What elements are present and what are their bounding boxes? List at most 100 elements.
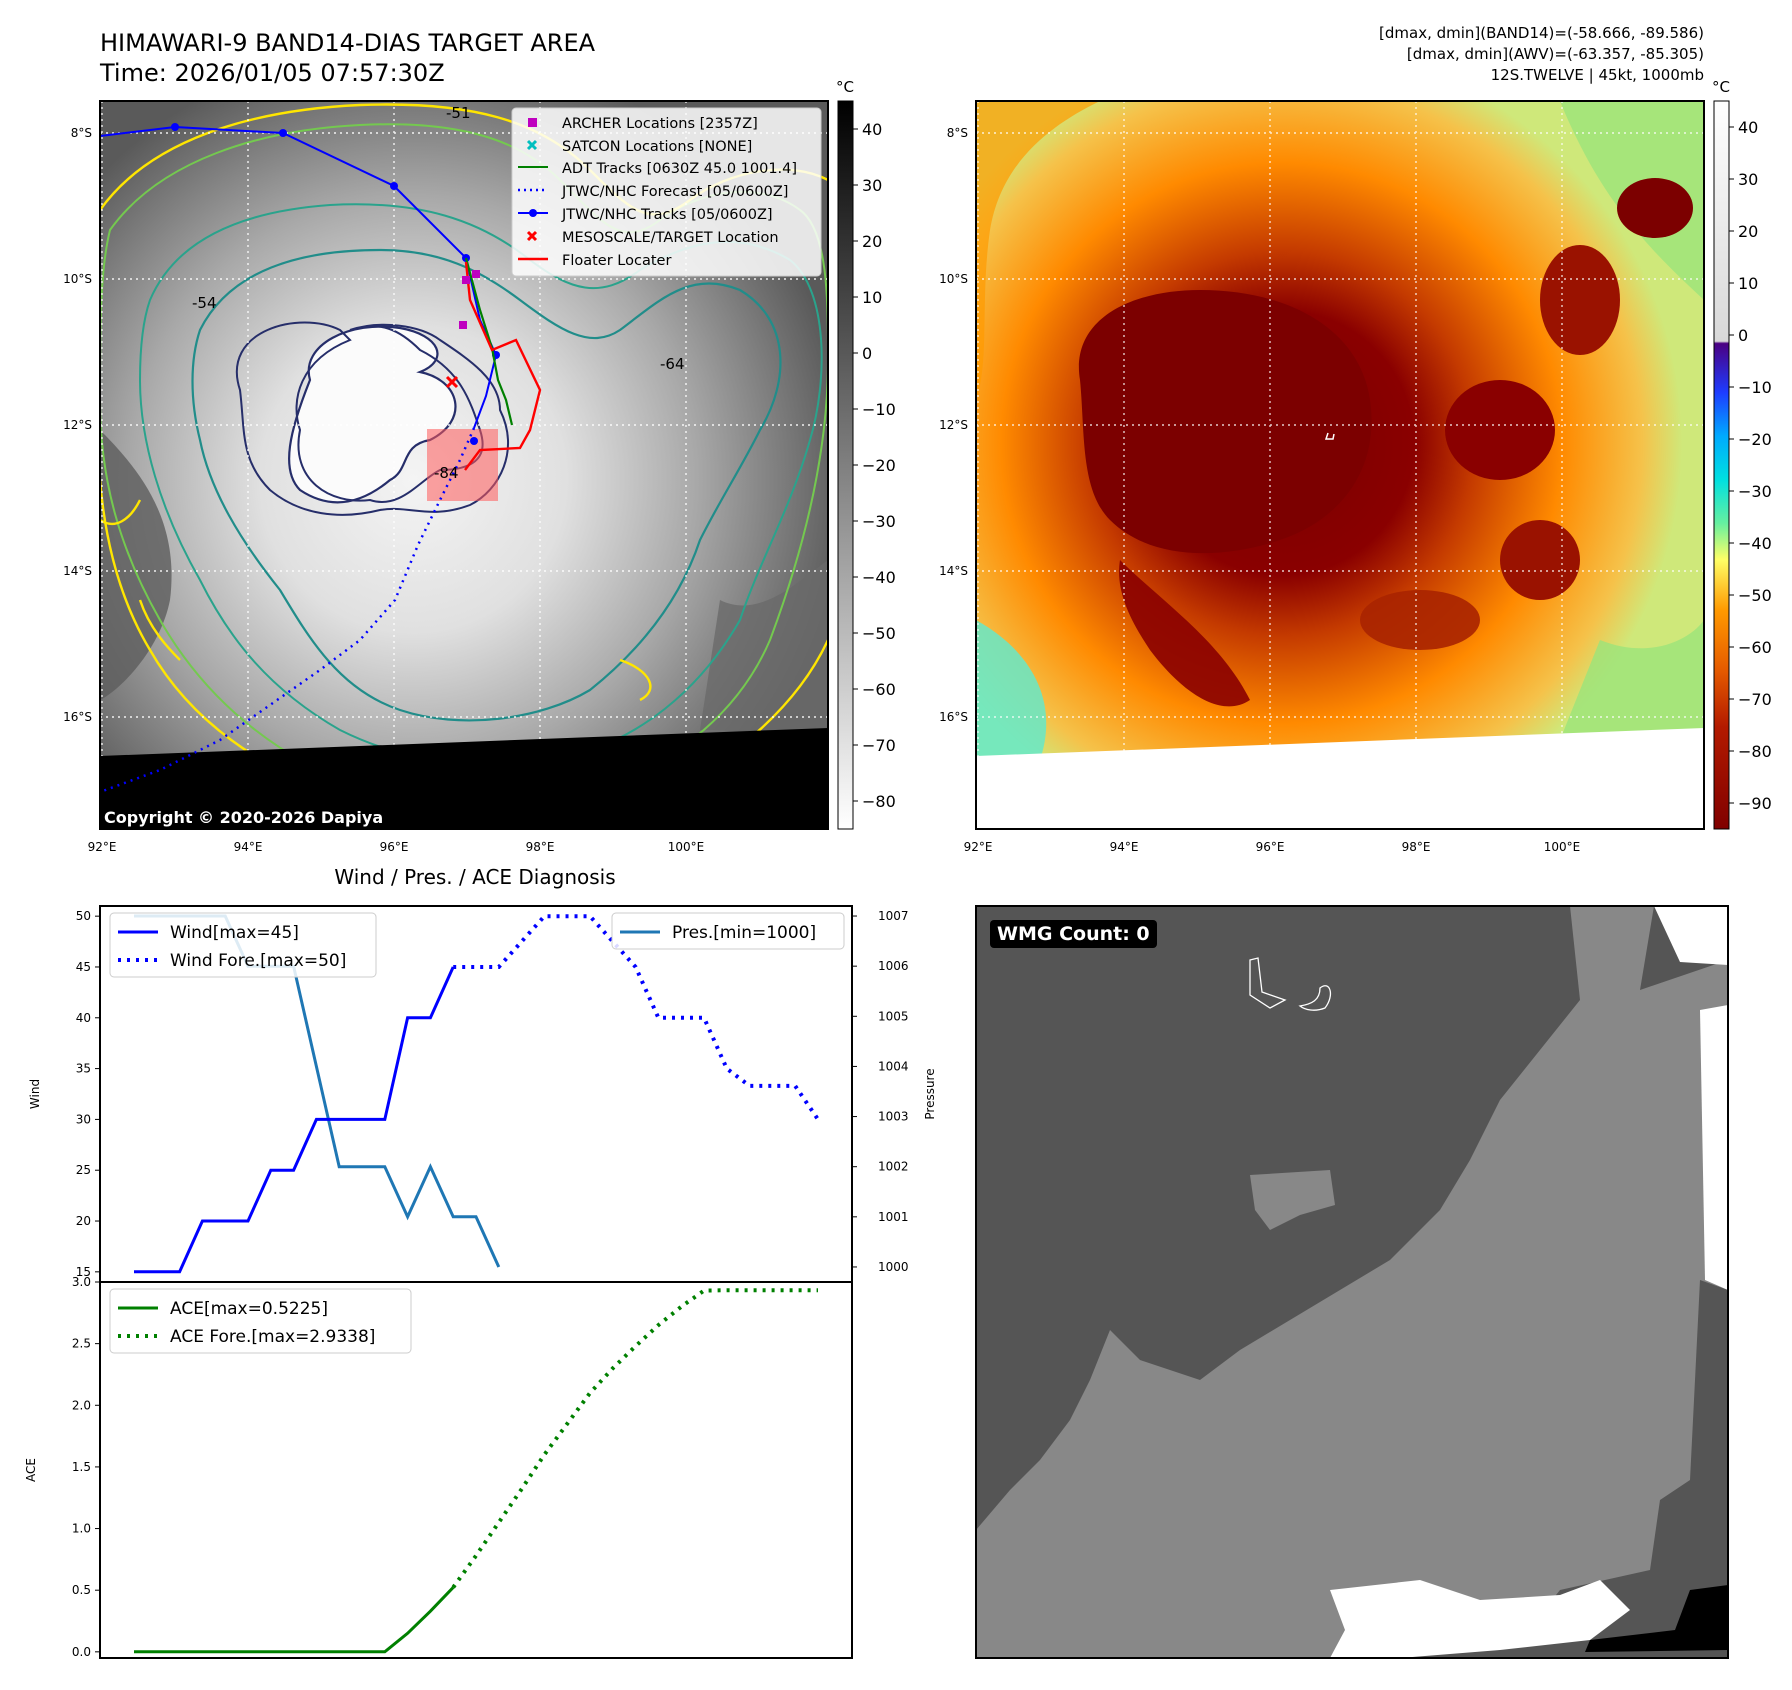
ir-map-panel: -54 -64 -84 -51 ARCHER Locations [2357Z]… [63,78,896,854]
gray-colorbar-tick-label: 10 [862,288,882,307]
gray-colorbar-tick-label: −60 [862,680,896,699]
gray-colorbar-tick-label: 30 [862,176,882,195]
wind-line [134,966,455,1274]
legend-pressure: Pres.[min=1000] [672,923,816,943]
gray-colorbar-tick-label: −50 [862,624,896,643]
pressure-y-tick-label: 1001 [878,1210,909,1224]
color-colorbar-tick-label: −10 [1738,378,1772,397]
svg-text:14°S: 14°S [939,564,968,578]
wind-legend: Wind[max=45] Wind Fore.[max=50] [109,912,377,978]
svg-text:8°S: 8°S [71,126,92,140]
no-data-region-2 [976,728,1704,829]
ace-y-tick-label: 2.5 [72,1337,91,1351]
legend-adt: ADT Tracks [0630Z 45.0 1001.4] [562,161,797,177]
color-colorbar-tick-label: 20 [1738,222,1758,241]
wind-y-tick-label: 35 [76,1062,91,1076]
convective-cell-4 [1500,520,1580,600]
map1-lat-ticks: 8°S 10°S 12°S 14°S 16°S [63,126,92,724]
wind-ylabel: Wind [28,1079,42,1109]
pressure-y-tick-label: 1006 [878,959,909,973]
legend-jtwc-tracks: JTWC/NHC Tracks [05/0600Z] [561,207,773,223]
contour-label-3: -84 [434,464,459,482]
svg-text:94°E: 94°E [234,840,263,854]
wind-y-tick-label: 20 [76,1214,91,1228]
svg-text:10°S: 10°S [63,272,92,286]
contour-label-4: -51 [446,104,471,122]
wind-y-tick-label: 40 [76,1011,91,1025]
color-colorbar-unit: °C [1712,78,1730,96]
svg-text:10°S: 10°S [939,272,968,286]
pressure-y-tick-label: 1005 [878,1009,909,1023]
wmg-cold-region [1585,1585,1728,1652]
color-colorbar-tick-label: −80 [1738,742,1772,761]
legend-ace: ACE[max=0.5225] [170,1299,328,1319]
color-colorbar-tick-label: 30 [1738,170,1758,189]
wind-y-tick-label: 30 [76,1112,91,1126]
contour-label-1: -54 [192,294,217,312]
svg-text:100°E: 100°E [668,840,705,854]
color-colorbar-tick-label: 10 [1738,274,1758,293]
gray-colorbar-tick-label: −20 [862,456,896,475]
svg-text:98°E: 98°E [526,840,555,854]
legend-wind: Wind[max=45] [170,923,299,943]
ace-legend: ACE[max=0.5225] ACE Fore.[max=2.9338] [109,1288,412,1354]
wmg-mid-region [976,906,1728,1658]
legend-ace-fore: ACE Fore.[max=2.9338] [170,1327,375,1347]
color-colorbar-tick-label: −70 [1738,690,1772,709]
main-title: HIMAWARI-9 BAND14-DIAS TARGET AREA [100,29,596,57]
svg-text:8°S: 8°S [947,126,968,140]
contour-label-2: -64 [660,355,685,373]
pressure-y-tick-label: 1002 [878,1160,909,1174]
map2-lon-ticks: 92°E 94°E 96°E 98°E 100°E [964,840,1581,854]
svg-text:92°E: 92°E [88,840,117,854]
svg-text:16°S: 16°S [63,710,92,724]
legend-wind-fore: Wind Fore.[max=50] [170,951,346,971]
wmg-count-badge: WMG Count: 0 [990,920,1157,948]
convective-cell-2 [1540,245,1620,355]
pressure-y-ticks: 1000 1001 1002 1003 1004 1005 1006 1007 [852,909,909,1274]
legend-archer: ARCHER Locations [2357Z] [562,116,758,132]
svg-text:12°S: 12°S [63,418,92,432]
wmg-panel [975,905,1729,1659]
color-colorbar-ticks: 40 30 20 10 0 −10 −20 −30 −40 −50 −60 −70 −80 −90 [1729,118,1772,813]
copyright-text: Copyright © 2020-2026 Dapiya [104,808,384,827]
legend-satcon: SATCON Locations [NONE] [562,139,752,155]
color-colorbar-tick-label: −50 [1738,586,1772,605]
svg-text:92°E: 92°E [964,840,993,854]
ace-chart: 0.0 0.5 1.0 1.5 2.0 2.5 3.0 ACE ACE[max=0.5225… [24,1275,853,1659]
gray-colorbar [837,100,854,830]
gray-colorbar-tick-label: 40 [862,120,882,139]
legend-mesoscale: MESOSCALE/TARGET Location [562,230,779,246]
ace-ylabel: ACE [24,1458,38,1482]
wmg-warm-region [1330,1580,1630,1658]
pressure-y-tick-label: 1004 [878,1059,909,1073]
adt-track [464,257,514,426]
gray-colorbar-tick-label: 20 [862,232,882,251]
gray-colorbar-tick-label: −10 [862,400,896,419]
wind-y-tick-label: 45 [76,960,91,974]
ace-y-tick-label: 1.0 [72,1522,91,1536]
floater-locater-track [464,261,542,471]
pressure-y-tick-label: 1000 [878,1260,909,1274]
svg-text:98°E: 98°E [1402,840,1431,854]
wind-y-tick-label: 50 [76,909,91,923]
time-title: Time: 2026/01/05 07:57:30Z [99,59,445,87]
color-map-panel: 8°S 10°S 12°S 14°S 16°S 92°E 94°E 96°E 9… [939,78,1772,854]
gray-colorbar-ticks: 40 30 20 10 0 −10 −20 −30 −40 −50 −60 −70 −80 [853,120,896,811]
svg-text:94°E: 94°E [1110,840,1139,854]
svg-text:100°E: 100°E [1544,840,1581,854]
wind-y-ticks: 15 20 25 30 35 40 45 50 [76,909,100,1279]
wind-y-tick-label: 25 [76,1163,91,1177]
map-legend: ARCHER Locations [2357Z] SATCON Location… [511,107,822,277]
diagnosis-title: Wind / Pres. / ACE Diagnosis [334,865,615,889]
color-colorbar-tick-label: −90 [1738,794,1772,813]
map1-lon-ticks: 92°E 94°E 96°E 98°E 100°E [88,840,705,854]
pressure-y-tick-label: 1007 [878,909,909,923]
color-colorbar-tick-label: −60 [1738,638,1772,657]
pressure-legend: Pres.[min=1000] [611,912,845,950]
no-data-region [100,728,828,829]
gray-colorbar-unit: °C [836,78,854,96]
info-awv: [dmax, dmin](AWV)=(-63.357, -85.305) [1407,45,1704,63]
